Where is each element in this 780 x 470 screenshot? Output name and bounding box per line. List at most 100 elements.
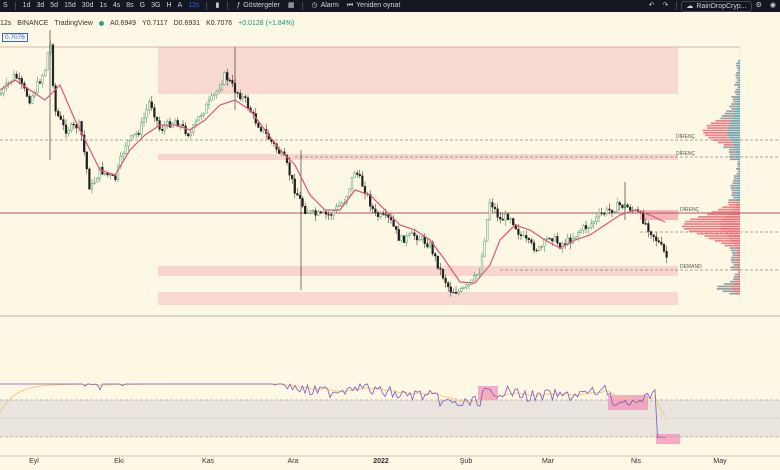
volume-profile-bar [737, 268, 740, 271]
candle-body [215, 91, 218, 96]
redo-button[interactable]: ↷ [659, 0, 673, 12]
candle-body [127, 140, 130, 147]
volume-profile-bar [737, 163, 740, 165]
volume-profile-bar [736, 247, 740, 249]
undo-button[interactable]: ↶ [645, 0, 659, 12]
volume-profile-bar [737, 252, 740, 254]
candle-body [483, 240, 486, 257]
candle-body [465, 284, 468, 288]
volume-profile-bar [729, 292, 740, 295]
replay-button[interactable]: ⏮ Yeniden oynat [343, 0, 404, 12]
volume-profile-bar [737, 160, 740, 163]
candle-body [504, 213, 507, 221]
candle-body [20, 78, 23, 84]
time-axis[interactable]: Eyl Eki Kas Ara 2022 Şub Mar Nis May [0, 456, 780, 470]
volume-profile-bar [735, 168, 740, 170]
candle-body [57, 110, 60, 117]
timeframe-5d[interactable]: 5d [50, 2, 59, 9]
candle-body [311, 210, 315, 212]
volume-profile-bar [733, 206, 740, 209]
candle-body [317, 211, 320, 216]
alarm-button[interactable]: ◷ Alarm [307, 0, 342, 12]
chart-type-button[interactable]: ▮ [211, 0, 223, 12]
volume-profile [681, 60, 740, 295]
volume-profile-bar [724, 112, 740, 115]
volume-profile-bar [733, 290, 740, 293]
candle-body [358, 174, 361, 176]
candle-body [25, 87, 29, 97]
candle-body [402, 235, 406, 243]
timeframe-3d[interactable]: 3d [36, 2, 45, 9]
timeframe-a[interactable]: A [177, 2, 183, 9]
timeframe-4s[interactable]: 4s [112, 2, 121, 9]
candle-body [116, 166, 120, 180]
candle-body [605, 208, 608, 215]
candle-body [423, 236, 426, 244]
volume-profile-bar [736, 280, 740, 283]
resistance-label-2: DİRENÇ [676, 150, 696, 157]
candle-body [428, 242, 432, 248]
candle-body [148, 101, 151, 111]
symbol-fragment[interactable]: S [3, 2, 8, 9]
candle-body [96, 178, 99, 183]
timeframe-12s[interactable]: 12s [188, 2, 200, 9]
volume-profile-bar [734, 112, 740, 115]
candle-body [530, 239, 533, 243]
volume-profile-bar [690, 218, 740, 221]
volume-profile-bar [736, 148, 740, 151]
timeframe-3g[interactable]: 3G [151, 2, 161, 9]
candle-body [85, 151, 88, 170]
candle-body [434, 253, 437, 257]
candle-body [649, 231, 653, 236]
volume-profile-bar [735, 74, 740, 77]
candle-body [595, 216, 598, 222]
timeframe-1d[interactable]: 1d [22, 2, 31, 9]
volume-profile-bar [737, 196, 740, 199]
volume-profile-bar [729, 153, 740, 156]
candle-body [418, 239, 421, 241]
candle-body [582, 225, 585, 231]
layout-button[interactable]: ▦ [284, 0, 299, 12]
candle-body [132, 134, 135, 136]
timeframe-h[interactable]: H [166, 2, 172, 9]
timeframe-30d[interactable]: 30d [81, 2, 94, 9]
candle-body [413, 232, 416, 236]
candle-body [660, 241, 663, 245]
candle-body [153, 107, 156, 118]
indicators-button[interactable]: ƒ Göstergeler [232, 0, 283, 12]
candle-body [436, 255, 439, 269]
candle-body [405, 235, 408, 243]
candle-body [2, 87, 5, 94]
candle-body [587, 227, 590, 229]
candle-body [665, 251, 668, 258]
volume-profile-bar [730, 256, 740, 259]
snapshot-button[interactable]: ◉ [766, 0, 780, 12]
rsi-highlight-3 [656, 434, 680, 444]
volume-profile-bar [702, 129, 740, 132]
candle-body [309, 210, 312, 214]
volume-profile-bar [736, 266, 740, 269]
volume-profile-bar [738, 273, 740, 276]
timeframe-1s[interactable]: 1s [99, 2, 107, 9]
candle-body [239, 93, 242, 100]
settings-button[interactable]: ⚙ [752, 0, 766, 12]
candle-body [51, 44, 55, 86]
volume-profile-bar [724, 244, 740, 247]
volume-profile-bar [722, 206, 740, 209]
timeframe-15d[interactable]: 15d [64, 2, 76, 9]
volume-profile-bar [732, 208, 740, 211]
candle-body [49, 44, 52, 54]
volume-profile-bar [733, 196, 740, 199]
timeframe-g[interactable]: G [139, 2, 146, 9]
volume-profile-bar [708, 237, 740, 240]
account-layout-button[interactable]: ☁ RainDropCryp... [681, 0, 752, 12]
candle-body [350, 177, 354, 190]
candle-body [415, 235, 419, 241]
volume-profile-bar [729, 148, 740, 151]
volume-profile-bar [725, 216, 740, 218]
candle-body [15, 74, 18, 79]
candle-body [90, 183, 94, 190]
volume-profile-bar [716, 288, 740, 290]
timeframe-8s[interactable]: 8s [126, 2, 134, 9]
